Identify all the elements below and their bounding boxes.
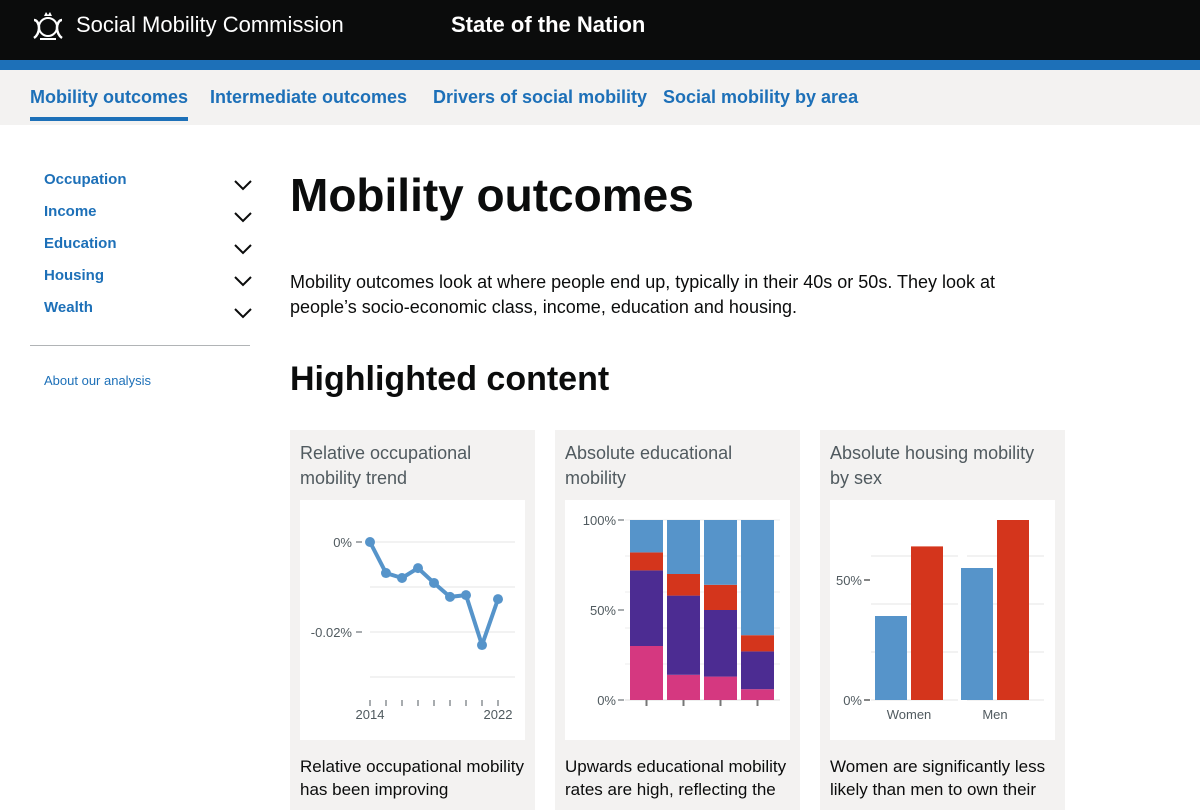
data-point: [493, 594, 503, 605]
bar-segment: [630, 646, 663, 700]
card-description: Relative occupational mobility has been …: [300, 757, 524, 799]
x-tick-label: 2014: [356, 707, 385, 722]
sidebar-divider: [30, 345, 250, 346]
sidebar-item-income[interactable]: Income: [44, 203, 97, 220]
card-title: Absolute housing mobility by sex: [830, 443, 1035, 488]
data-point: [365, 537, 375, 547]
bar-segment: [704, 584, 737, 610]
about-analysis-link[interactable]: About our analysis: [44, 373, 151, 388]
sidebar-item-occupation[interactable]: Occupation: [44, 171, 127, 188]
card-title: Relative occupational mobility trend: [300, 443, 472, 488]
bar: [961, 568, 993, 700]
series-line: [368, 541, 500, 648]
data-point: [397, 573, 407, 583]
sidebar-item-education[interactable]: Education: [44, 235, 117, 252]
card-description: Women are significantly less likely than…: [830, 757, 1046, 799]
bar-segment: [667, 574, 700, 596]
header: Social Mobility Commission State of the …: [0, 0, 1200, 60]
bar-segment: [741, 520, 774, 636]
x-tick-label: Women: [887, 707, 932, 722]
chevron-down-icon[interactable]: [234, 211, 252, 223]
organisation-name[interactable]: Social Mobility Commission: [76, 12, 344, 37]
card-occupational-mobility[interactable]: Relative occupational mobility trend 0% -…: [290, 430, 535, 810]
data-point: [381, 568, 391, 579]
card-housing-mobility[interactable]: Absolute housing mobility by sex 0% 50% Wo…: [820, 430, 1065, 810]
card-educational-mobility[interactable]: Absolute educational mobility 0% 50% 100% …: [555, 430, 800, 810]
bar: [875, 616, 907, 700]
card-title: Absolute educational mobility: [565, 443, 733, 488]
royal-crest-logo: [33, 12, 63, 40]
data-point: [429, 577, 439, 588]
bar-segment: [741, 635, 774, 652]
bar-segment: [704, 520, 737, 585]
bar-segment: [630, 570, 663, 646]
stacked-bar-chart: 0% 50% 100%: [583, 513, 780, 708]
service-name[interactable]: State of the Nation: [451, 12, 646, 37]
bar-segment: [741, 689, 774, 700]
nav-mobility-outcomes[interactable]: Mobility outcomes: [30, 87, 189, 121]
page-title: Mobility outcomes: [290, 169, 694, 221]
y-tick-label: 100%: [583, 513, 617, 528]
bar-segment: [667, 520, 700, 574]
bar: [997, 520, 1029, 700]
bar-chart: 0% 50% Women Men: [836, 520, 1044, 722]
primary-nav: Mobility outcomes Intermediate outcomes …: [0, 70, 1200, 125]
y-tick-label: 0%: [333, 535, 352, 550]
y-tick-label: 50%: [836, 573, 862, 588]
data-point: [461, 590, 471, 601]
x-tick-label: 2022: [484, 707, 513, 722]
bar-segment: [667, 595, 700, 675]
sidebar-item-housing[interactable]: Housing: [44, 267, 104, 284]
bar-segment: [741, 651, 774, 690]
y-tick-label: 0%: [597, 693, 616, 708]
sidebar-item-wealth[interactable]: Wealth: [44, 299, 93, 316]
chevron-down-icon[interactable]: [234, 307, 252, 319]
chevron-down-icon[interactable]: [234, 179, 252, 191]
data-point: [477, 640, 487, 651]
nav-drivers[interactable]: Drivers of social mobility: [433, 87, 648, 107]
y-tick-label: 0%: [843, 693, 862, 708]
card-description: Upwards educational mobility rates are h…: [565, 757, 787, 799]
highlighted-heading: Highlighted content: [290, 360, 610, 398]
chevron-down-icon[interactable]: [234, 243, 252, 255]
y-tick-label: -0.02%: [311, 625, 353, 640]
data-point: [445, 591, 455, 602]
bar-segment: [704, 610, 737, 677]
nav-by-area[interactable]: Social mobility by area: [663, 87, 859, 107]
bar-segment: [630, 520, 663, 553]
bar-segment: [667, 674, 700, 700]
y-tick-label: 50%: [590, 603, 616, 618]
x-tick-label: Men: [982, 707, 1007, 722]
intro-text: Mobility outcomes look at where people e…: [290, 272, 996, 317]
data-point: [413, 563, 423, 574]
bar-segment: [704, 676, 737, 700]
bar: [911, 546, 943, 700]
bar-segment: [630, 552, 663, 571]
nav-intermediate-outcomes[interactable]: Intermediate outcomes: [210, 87, 408, 107]
chevron-down-icon[interactable]: [234, 275, 252, 287]
header-accent-bar: [0, 60, 1200, 70]
line-chart: 0% -0.02% 2014 2022: [311, 535, 515, 722]
